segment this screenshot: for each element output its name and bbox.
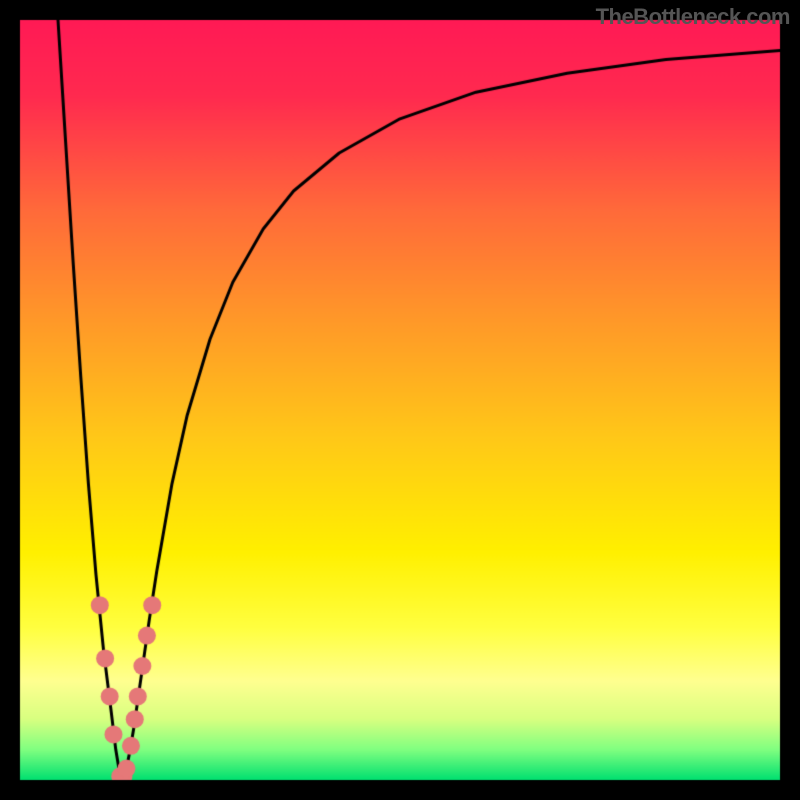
watermark-text: TheBottleneck.com — [596, 4, 790, 30]
chart-canvas — [0, 0, 800, 800]
bottleneck-chart: TheBottleneck.com — [0, 0, 800, 800]
